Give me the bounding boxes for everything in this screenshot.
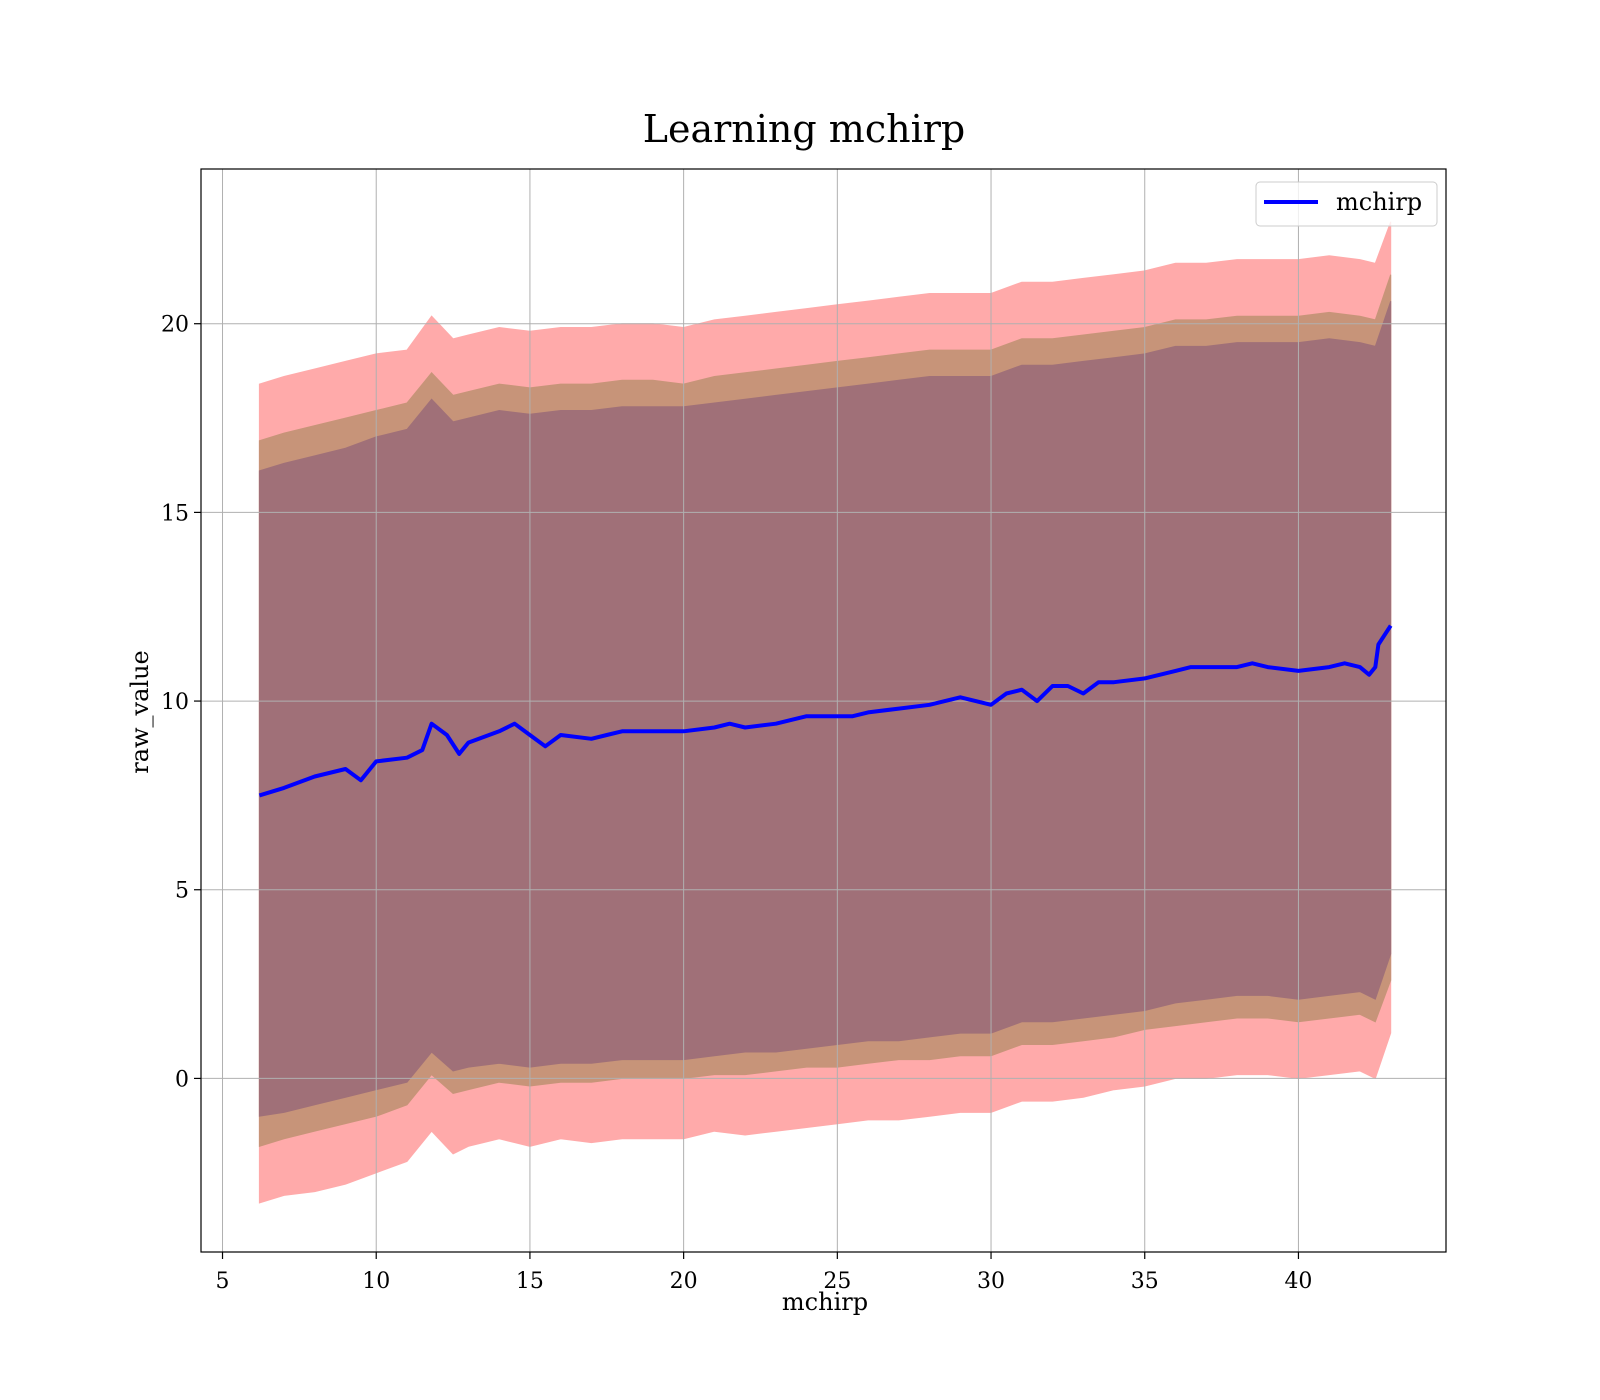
series-line-mchirp bbox=[258, 624, 1393, 798]
plot-area: 5 10 15 20 25 30 35 40 0 5 10 15 20 bbox=[161, 168, 1447, 1294]
y-tick-label: 15 bbox=[161, 501, 189, 526]
y-tick-label: 20 bbox=[161, 313, 189, 338]
x-tick-label: 10 bbox=[362, 1269, 390, 1294]
grid bbox=[201, 169, 1446, 1252]
y-tick-label: 5 bbox=[175, 879, 189, 904]
x-tick-label: 5 bbox=[216, 1269, 230, 1294]
x-tick-label: 40 bbox=[1284, 1269, 1312, 1294]
legend-box bbox=[1255, 181, 1438, 227]
plot-frame bbox=[200, 168, 1447, 1253]
x-axis-label: mchirp bbox=[782, 1288, 868, 1316]
x-tick-label: 30 bbox=[977, 1269, 1005, 1294]
x-tick-label: 35 bbox=[1131, 1269, 1159, 1294]
x-tick-label: 25 bbox=[823, 1269, 851, 1294]
band-inner bbox=[258, 300, 1392, 1117]
y-axis-label: raw_value bbox=[126, 650, 154, 774]
x-tick-label: 15 bbox=[516, 1269, 544, 1294]
legend-label-mchirp: mchirp bbox=[1336, 188, 1422, 216]
y-tick-label: 10 bbox=[161, 690, 189, 715]
x-tick-label: 20 bbox=[670, 1269, 698, 1294]
chart-title: Learning mchirp bbox=[643, 107, 965, 151]
y-tick-label: 0 bbox=[175, 1067, 189, 1092]
legend: mchirp bbox=[1255, 181, 1438, 227]
